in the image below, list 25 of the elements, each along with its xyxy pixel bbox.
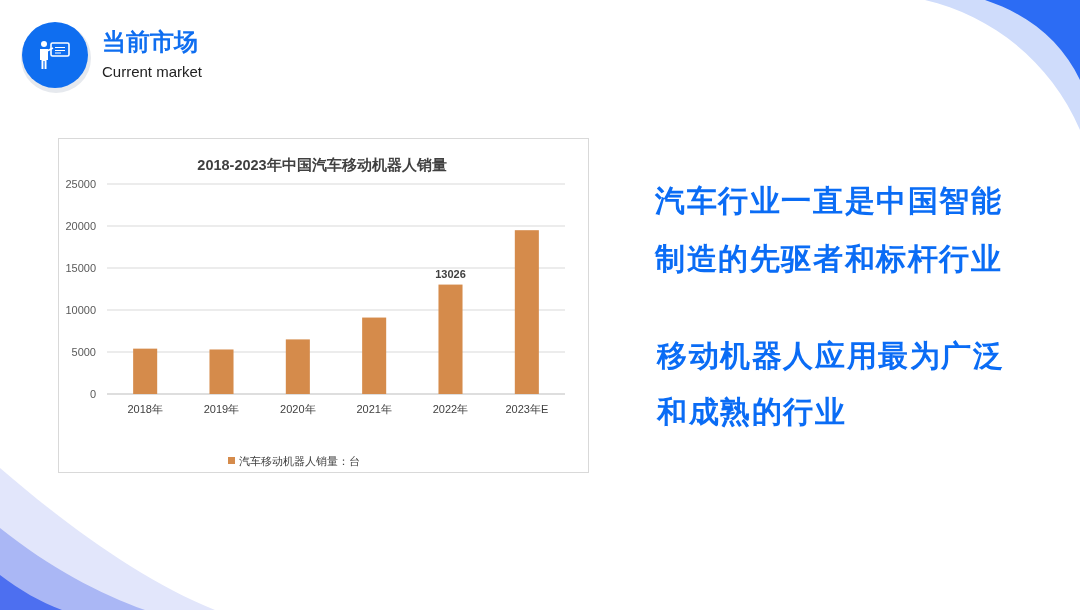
x-tick-label: 2018年 — [127, 403, 163, 415]
bar — [285, 339, 310, 394]
x-tick-label: 2019年 — [203, 403, 240, 415]
data-label: 13026 — [435, 267, 466, 280]
bar — [362, 317, 387, 394]
x-tick-label: 2021年 — [356, 403, 392, 415]
x-tick-label: 2023年E — [505, 403, 549, 415]
bar — [514, 230, 539, 394]
bar — [438, 284, 463, 394]
y-tick-label: 10000 — [65, 304, 96, 316]
y-tick-label: 25000 — [65, 178, 96, 190]
text: 汽车行业一直是中国智能制造的先驱者和标杆行业 — [655, 183, 1004, 277]
legend-label: 汽车移动机器人销量：台 — [239, 454, 360, 467]
y-tick-label: 15000 — [65, 262, 96, 274]
text: Current market — [102, 62, 204, 82]
y-tick-label: 0 — [89, 388, 96, 400]
x-tick-label: 2020年 — [280, 403, 316, 415]
x-tick-label: 2022年 — [432, 403, 469, 415]
bar — [209, 349, 234, 394]
text: 移动机器人应用最为广泛和成熟的行业 — [657, 338, 1006, 430]
bar — [133, 348, 158, 394]
chart-title: 2018-2023年中国汽车移动机器人销量 — [197, 156, 447, 173]
y-tick-label: 20000 — [65, 220, 96, 232]
y-tick-label: 5000 — [71, 346, 96, 358]
text: 当前市场 — [102, 27, 199, 57]
